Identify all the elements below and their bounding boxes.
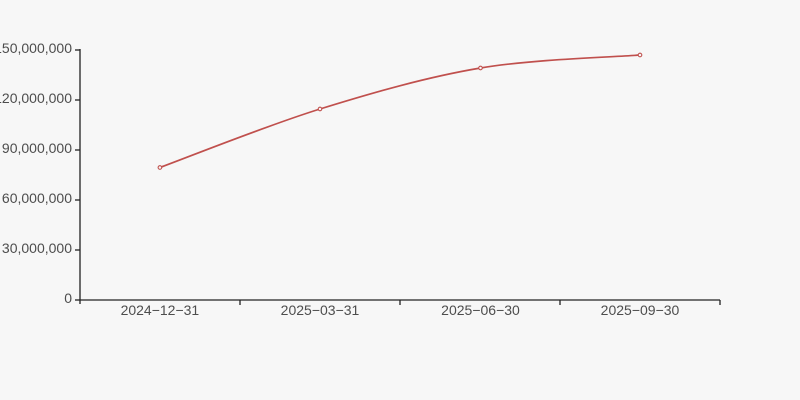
svg-text:2025−06−30: 2025−06−30 (441, 302, 520, 318)
svg-text:30,000,000: 30,000,000 (2, 240, 72, 256)
svg-text:0: 0 (64, 290, 72, 306)
svg-text:60,000,000: 60,000,000 (2, 190, 72, 206)
svg-text:120,000,000: 120,000,000 (0, 90, 72, 106)
svg-text:2025−03−31: 2025−03−31 (281, 302, 360, 318)
svg-text:2024−12−31: 2024−12−31 (121, 302, 200, 318)
svg-text:150,000,000: 150,000,000 (0, 40, 72, 56)
svg-text:2025−09−30: 2025−09−30 (601, 302, 680, 318)
svg-text:90,000,000: 90,000,000 (2, 140, 72, 156)
